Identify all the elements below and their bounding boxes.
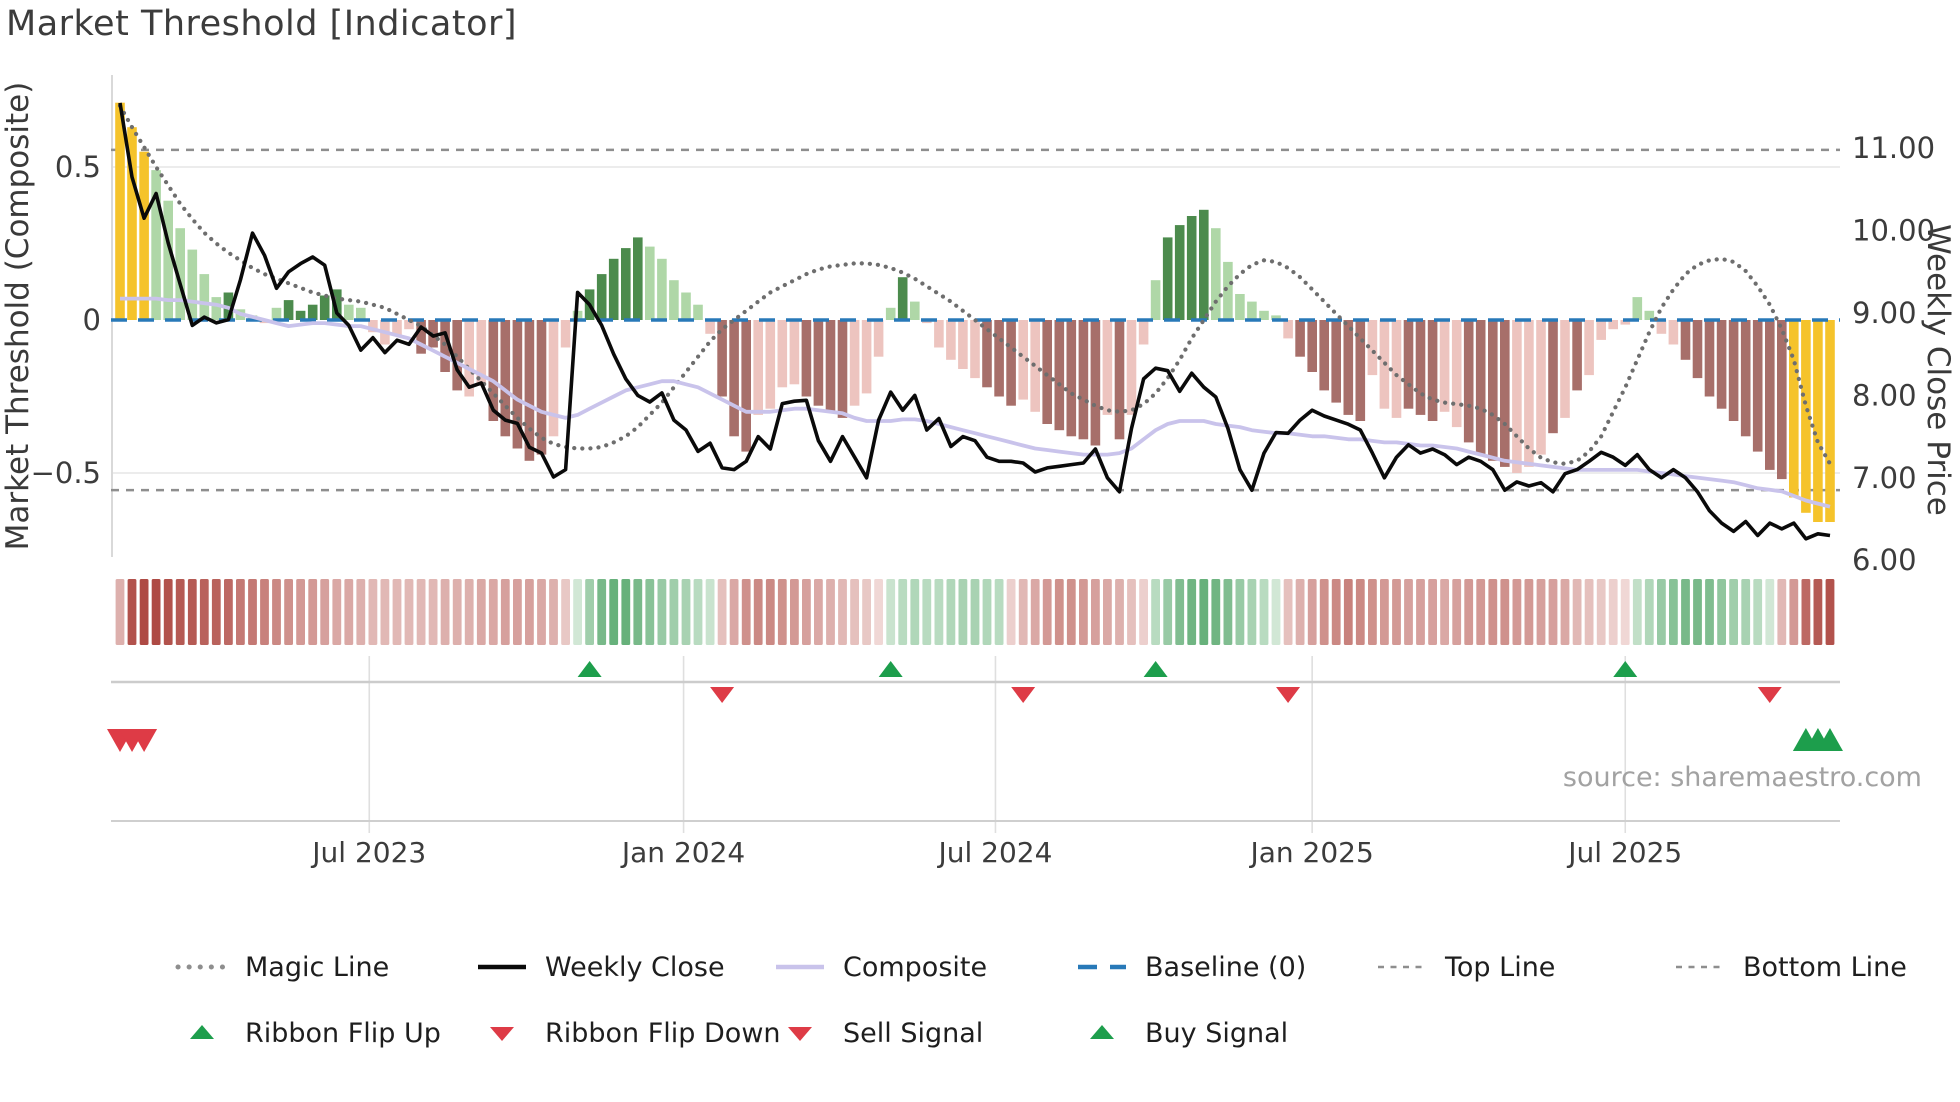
- ribbon-flip-up-marker: [1143, 661, 1168, 677]
- right-axis-tick: 9.00: [1852, 296, 1917, 330]
- legend-label: Sell Signal: [843, 1017, 984, 1049]
- legend-label: Weekly Close: [545, 951, 725, 983]
- legend-item-buy-signal: Buy Signal: [1075, 1016, 1288, 1050]
- ribbon-flip-up-marker: [878, 661, 903, 677]
- right-axis-tick: 6.00: [1852, 543, 1917, 577]
- legend-item-composite: Composite: [773, 950, 987, 984]
- sell-signal-marker: [131, 729, 158, 752]
- legend-swatch-tri-down: [490, 1027, 514, 1041]
- legend-swatch-solid-lavender: [776, 964, 824, 970]
- legend-label: Bottom Line: [1743, 951, 1907, 983]
- legend-swatch-solid-black: [478, 964, 526, 970]
- legend-label: Ribbon Flip Down: [545, 1017, 781, 1049]
- legend-label: Baseline (0): [1145, 951, 1307, 983]
- gridlines: [111, 166, 1840, 474]
- source-note: source: sharemaestro.com: [1562, 762, 1922, 793]
- ribbon-flip-up-marker: [577, 661, 602, 677]
- legend-item-ribbon-flip-up: Ribbon Flip Up: [175, 1016, 441, 1050]
- legend-label: Composite: [843, 951, 988, 983]
- x-axis-tick: Jan 2025: [1248, 836, 1373, 869]
- legend-swatch-tri-down: [788, 1027, 812, 1041]
- x-axis-tick: Jan 2024: [620, 836, 745, 869]
- threshold-histogram: [115, 102, 1835, 522]
- legend-swatch-dots: [175, 964, 229, 970]
- x-axis-tick: Jul 2025: [1566, 836, 1682, 869]
- legend-swatch-dash-blue: [1078, 964, 1126, 970]
- legend-swatch-tri-up: [1090, 1025, 1114, 1039]
- right-axis-tick: 7.00: [1852, 461, 1917, 495]
- legend-item-top-line: Top Line: [1375, 950, 1555, 984]
- legend-item-bottom-line: Bottom Line: [1673, 950, 1907, 984]
- x-axis-tick: Jul 2024: [936, 836, 1052, 869]
- legend-item-magic-line: Magic Line: [175, 950, 389, 984]
- axis-tick-labels: 0.5 0 −0.5 11.00 10.00 9.00 8.00 7.00 6.00 Jul 20…: [31, 131, 1935, 869]
- left-axis-tick: 0.5: [55, 150, 101, 184]
- legend-label: Magic Line: [245, 951, 390, 983]
- legend-item-sell-signal: Sell Signal: [773, 1016, 983, 1050]
- ribbon-flip-down-marker: [1757, 687, 1782, 703]
- legend-swatch-dash-gray: [1378, 965, 1426, 969]
- legend-label: Buy Signal: [1145, 1017, 1289, 1049]
- x-axis-tick: Jul 2023: [310, 836, 426, 869]
- left-axis-tick: 0: [83, 303, 101, 337]
- legend-label: Ribbon Flip Up: [245, 1017, 441, 1049]
- legend-item-weekly-close: Weekly Close: [475, 950, 725, 984]
- left-axis-tick: −0.5: [31, 456, 101, 490]
- ribbon-flip-down-marker: [710, 687, 735, 703]
- buy-signal-marker: [1816, 728, 1843, 751]
- legend-item-baseline-0-: Baseline (0): [1075, 950, 1306, 984]
- signals-panel: [111, 656, 1840, 833]
- composite-line: [120, 296, 1831, 509]
- magic-line: [117, 103, 1833, 466]
- signal-markers: [107, 661, 1843, 752]
- legend-item-ribbon-flip-down: Ribbon Flip Down: [475, 1016, 781, 1050]
- right-axis-tick: 8.00: [1852, 378, 1917, 412]
- ribbon-flip-up-marker: [1613, 661, 1638, 677]
- legend-swatch-dash-gray: [1676, 965, 1724, 969]
- weekly-close-line: [118, 102, 1831, 541]
- legend-label: Top Line: [1445, 951, 1556, 983]
- legend-swatch-tri-up: [190, 1025, 214, 1039]
- trend-ribbon: [113, 577, 1837, 647]
- ribbon-flip-down-marker: [1276, 687, 1301, 703]
- page-title: Market Threshold [Indicator]: [6, 4, 518, 44]
- right-axis-tick: 11.00: [1852, 131, 1935, 165]
- ribbon-flip-down-marker: [1011, 687, 1036, 703]
- right-axis-tick: 10.00: [1852, 214, 1935, 248]
